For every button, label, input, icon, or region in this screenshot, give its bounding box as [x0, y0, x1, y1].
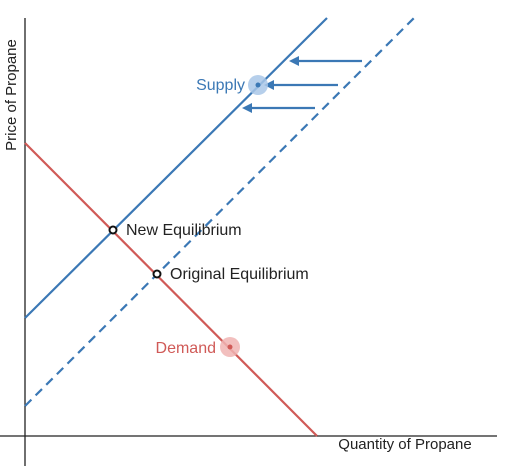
- demand-label: Demand: [156, 340, 216, 357]
- original-equilibrium-label: Original Equilibrium: [170, 266, 309, 283]
- supply-label: Supply: [196, 77, 245, 94]
- demand-curve: [24, 142, 318, 437]
- shift-arrow-top-head: [289, 56, 299, 66]
- new-supply-curve: [24, 17, 328, 319]
- supply-handle-dot: [255, 82, 261, 88]
- new-equilibrium-point: [108, 225, 118, 235]
- demand-handle-dot: [227, 344, 233, 350]
- x-axis-title: Quantity of Propane: [338, 436, 471, 453]
- shift-arrow-bottom-head: [242, 103, 252, 113]
- original-equilibrium-point: [152, 269, 162, 279]
- original-supply-curve: [24, 15, 417, 407]
- supply-shift-arrows: [242, 56, 362, 113]
- new-equilibrium-label: New Equilibrium: [126, 222, 242, 239]
- shift-arrow-middle-head: [264, 80, 274, 90]
- y-axis-title: Price of Propane: [3, 39, 20, 151]
